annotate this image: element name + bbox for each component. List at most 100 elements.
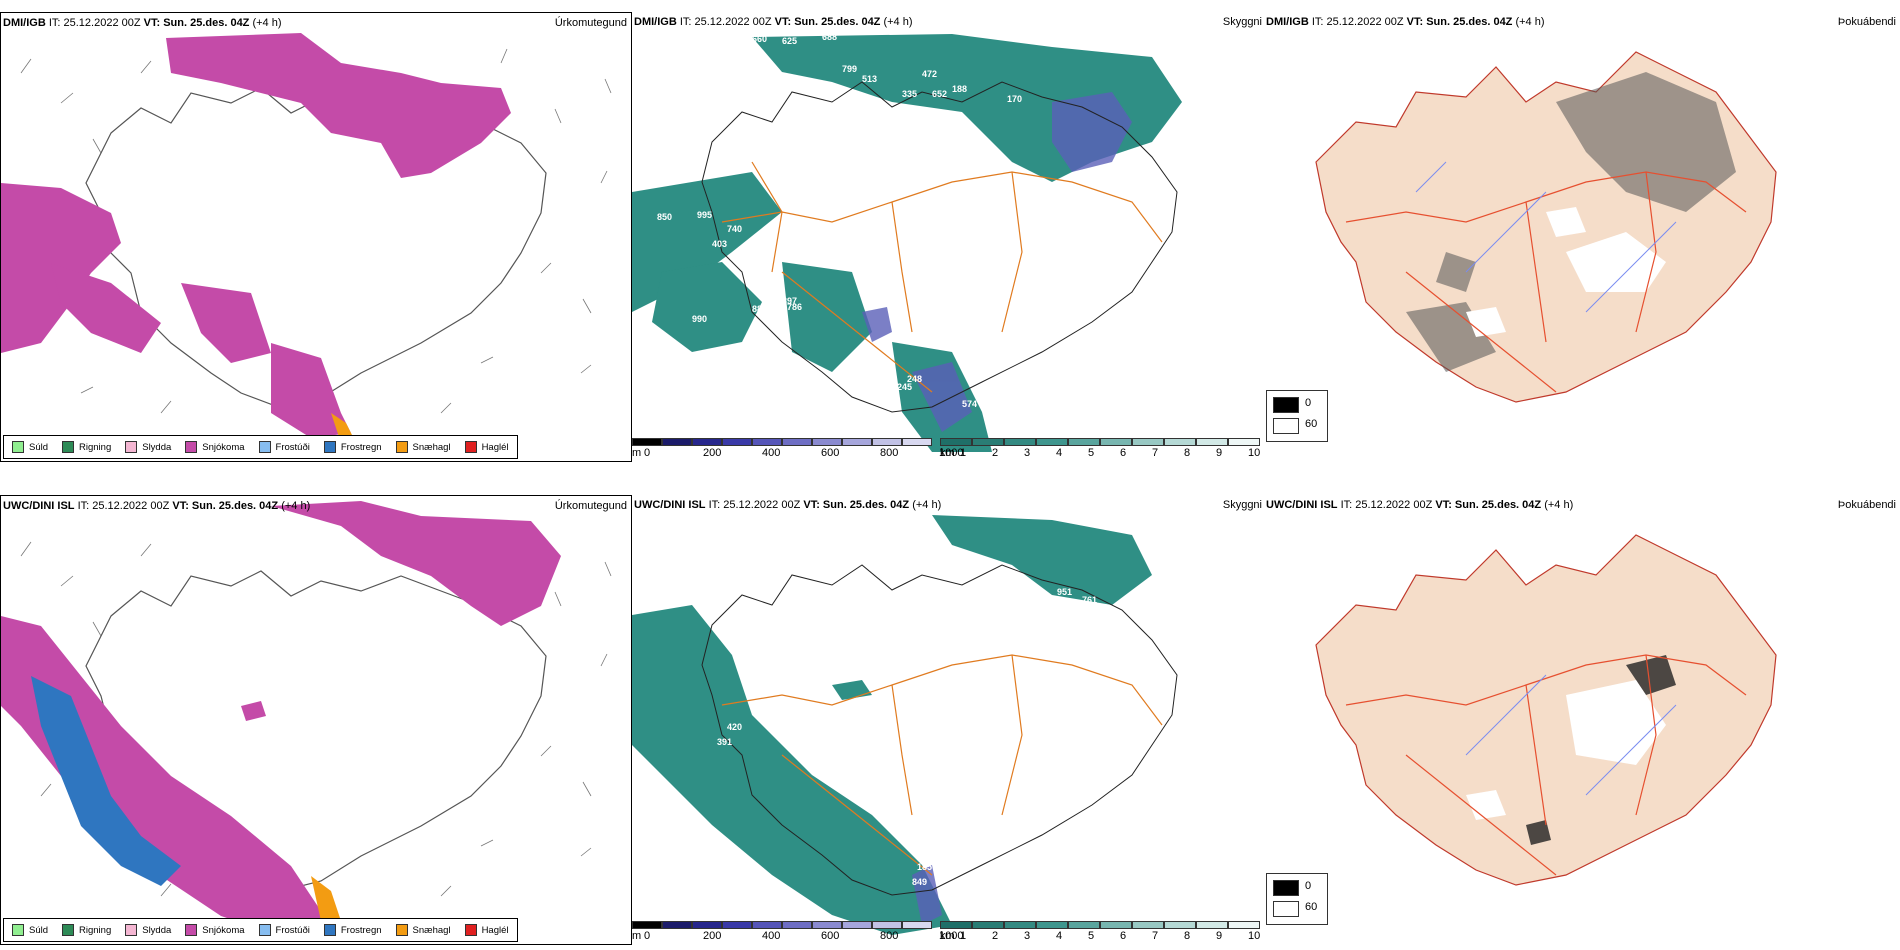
visibility-value-label: 188 (952, 84, 967, 94)
visibility-value-label: 740 (727, 224, 742, 234)
visibility-value-label: 193 (952, 139, 967, 149)
legend-swatch (464, 924, 477, 936)
colorbar-swatch (782, 921, 812, 929)
legend-label: Haglél (481, 924, 509, 936)
road-network (721, 654, 1163, 876)
colorbar-swatch (1100, 921, 1132, 929)
visibility-value-label: 688 (822, 32, 837, 42)
visibility-panel-bottom: 951 761 59 420 391 431 185 849 UWC/DINI ISL IT:… (632, 495, 1266, 945)
legend-label: Snjókoma (202, 924, 245, 936)
legend-item: Frostúði (258, 924, 310, 936)
legend-item: Snjókoma (185, 924, 245, 936)
visibility-value-label: 799 (842, 64, 857, 74)
legend-item: Frostúði (258, 441, 310, 453)
colorbar-swatch (662, 921, 692, 929)
colorbar-swatch (842, 921, 872, 929)
legend-swatch (258, 924, 271, 936)
glaciers (1466, 207, 1666, 337)
visibility-value-label: 850 (657, 212, 672, 222)
legend-item: Súld (12, 924, 48, 936)
fog-legend-label: 60 (1305, 901, 1318, 913)
legend-swatch (125, 441, 138, 453)
legend-label: Rigning (79, 441, 112, 453)
visibility-value-label: 625 (782, 36, 797, 46)
visibility-value-label: 888 (752, 304, 767, 314)
visibility-value-label: 170 (1007, 94, 1022, 104)
legend-item: Rigning (62, 441, 111, 453)
visibility-title-top: DMI/IGB IT: 25.12.2022 00Z VT: Sun. 25.d… (634, 16, 913, 28)
legend-label: Haglél (481, 441, 509, 453)
legend-swatch (125, 924, 138, 936)
snow-areas (1, 501, 561, 936)
legend-swatch (185, 924, 198, 936)
colorbar-tick: 200 (703, 447, 722, 459)
legend-item: Rigning (62, 924, 111, 936)
precip-panel-bottom: UWC/DINI ISL IT: 25.12.2022 00Z VT: Sun.… (0, 495, 632, 945)
legend-swatch (12, 924, 24, 936)
precip-title-top: DMI/IGB IT: 25.12.2022 00Z VT: Sun. 25.d… (3, 17, 282, 29)
colorbar-tick: 1 (960, 447, 967, 459)
visibility-value-label: 391 (717, 737, 732, 747)
colorbar-tick: 1000 (939, 930, 964, 942)
legend-item: Slydda (125, 441, 171, 453)
legend-swatch (185, 441, 198, 453)
visibility-value-label: 951 (1057, 587, 1072, 597)
visibility-value-label: 671 (767, 389, 782, 399)
colorbar-swatch (1228, 921, 1260, 929)
colorbar-swatch (662, 438, 692, 446)
colorbar-tick: 1000 (939, 447, 964, 459)
legend-label: Snæhagl (412, 441, 451, 453)
legend-item: Súld (12, 441, 48, 453)
colorbar-swatch (692, 438, 722, 446)
legend-label: Slydda (142, 441, 172, 453)
visibility-value-label: 652 (932, 89, 947, 99)
colorbar-swatch (1228, 438, 1260, 446)
visibility-value-label: 513 (862, 74, 877, 84)
colorbar-swatch (902, 921, 932, 929)
fog-legend-label: 0 (1305, 880, 1312, 892)
colorbar-tick: 6 (1120, 930, 1127, 942)
legend-swatch (12, 441, 24, 453)
ceiling-shading (912, 865, 942, 925)
colorbar-swatch (812, 921, 842, 929)
visibility-value-label: 472 (922, 69, 937, 79)
legend-label: Slydda (142, 924, 172, 936)
colorbar-swatch (752, 438, 782, 446)
legend-swatch (464, 441, 477, 453)
colorbar-tick: 9 (1216, 930, 1223, 942)
fog-legend-swatch (1273, 418, 1299, 434)
colorbar-swatch (1036, 921, 1068, 929)
visibility-title-bottom: UWC/DINI ISL IT: 25.12.2022 00Z VT: Sun.… (634, 499, 942, 511)
colorbar-tick: 1 (960, 930, 967, 942)
fog-legend: 0 60 (1266, 390, 1328, 442)
fog-panel-bottom: UWC/DINI ISL IT: 25.12.2022 00Z VT: Sun.… (1266, 495, 1900, 945)
colorbar-swatch (812, 438, 842, 446)
colorbar-swatch (752, 921, 782, 929)
colorbar-tick: 7 (1152, 930, 1159, 942)
colorbar-tick: 8 (1184, 930, 1191, 942)
visibility-value-label: 761 (1082, 595, 1097, 605)
colorbar-swatch (940, 438, 972, 446)
colorbar-unit: m (632, 930, 642, 942)
colorbar-tick: 5 (1088, 930, 1095, 942)
legend-item: Haglél (464, 924, 509, 936)
precip-legend-bottom: Súld Rigning Slydda Snjókoma Frostúði Frostre… (3, 918, 518, 942)
ceiling-shading (862, 92, 1132, 432)
colorbar-swatch (972, 438, 1004, 446)
legend-swatch (395, 441, 408, 453)
fog-legend-swatch (1273, 901, 1299, 917)
visibility-value-label: 599 (722, 36, 737, 46)
precip-type-label-bottom: Úrkomutegund (554, 500, 627, 512)
colorbar-swatch (1196, 438, 1228, 446)
colorbar-tick: 2 (992, 447, 999, 459)
colorbar-tick: 10 (1248, 930, 1261, 942)
colorbar-swatch (902, 438, 932, 446)
colorbar-swatch (872, 921, 902, 929)
precip-map-top (1, 33, 612, 443)
rivers (1465, 674, 1677, 796)
colorbar-tick: 2 (992, 930, 999, 942)
visibility-value-label: 995 (697, 210, 712, 220)
precip-title-bottom: UWC/DINI ISL IT: 25.12.2022 00Z VT: Sun.… (3, 500, 311, 512)
colorbar-tick: 10 (1248, 447, 1261, 459)
